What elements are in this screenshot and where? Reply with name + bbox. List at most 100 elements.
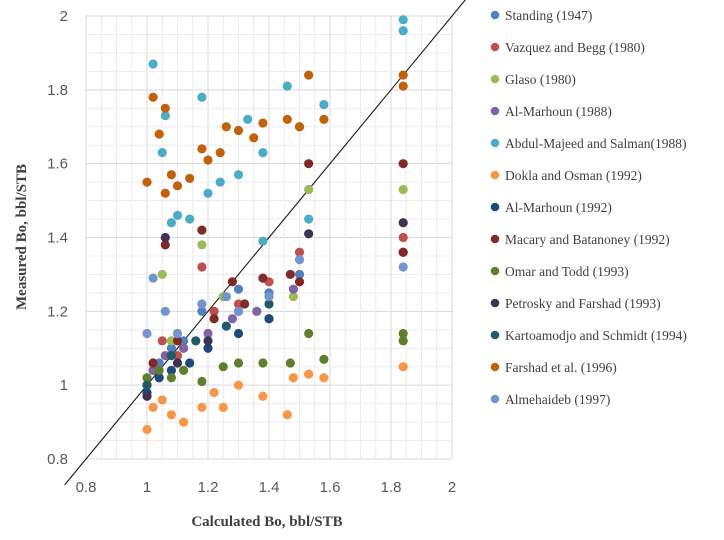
data-point <box>221 321 231 331</box>
data-point <box>304 159 314 169</box>
data-point <box>197 262 207 272</box>
legend-marker <box>490 298 500 308</box>
data-point <box>319 114 329 124</box>
legend-item: Al-Marhoun (1988) <box>490 104 612 119</box>
data-point <box>148 92 158 102</box>
data-point <box>398 184 408 195</box>
data-point <box>160 188 170 198</box>
data-point <box>160 240 170 250</box>
legend-item: Macary and Batanoney (1992) <box>490 232 670 247</box>
x-tick-label: 2 <box>448 479 456 496</box>
data-point <box>160 103 170 113</box>
legend-item: Farshad et al. (1996) <box>490 360 617 375</box>
x-axis-title: Calculated Bo, bbl/STB <box>191 514 342 530</box>
legend-item: Almehaideb (1997) <box>490 392 610 407</box>
data-point <box>258 147 268 158</box>
x-tick-label: 1.6 <box>320 479 341 496</box>
data-point <box>209 306 219 316</box>
legend-item: Dokla and Osman (1992) <box>490 168 642 183</box>
data-point <box>249 133 259 143</box>
data-point <box>218 362 228 372</box>
data-point <box>185 358 195 368</box>
legend-marker <box>490 106 500 116</box>
data-point <box>142 391 152 401</box>
data-point <box>285 358 295 368</box>
data-point <box>148 358 158 368</box>
data-point <box>264 314 274 324</box>
data-point <box>215 177 225 187</box>
data-point <box>288 291 298 302</box>
legend-label: Vazquez and Begg (1980) <box>505 40 645 55</box>
legend-label: Abdul-Majeed and Salman(1988) <box>505 136 686 151</box>
data-point <box>157 269 167 280</box>
legend-item: Vazquez and Begg (1980) <box>490 40 645 55</box>
data-point <box>398 336 408 346</box>
legend-label: Farshad et al. (1996) <box>505 360 617 375</box>
data-point <box>233 284 244 294</box>
data-point <box>294 255 305 265</box>
data-point <box>197 240 207 250</box>
legend-item: Petrosky and Farshad (1993) <box>490 296 661 311</box>
data-point <box>398 70 408 80</box>
data-point <box>258 358 268 368</box>
x-tick-label: 1.2 <box>198 479 219 496</box>
data-point <box>166 343 176 353</box>
legend-label: Macary and Batanoney (1992) <box>505 232 670 247</box>
legend-marker <box>490 202 500 212</box>
data-point <box>252 306 262 316</box>
data-point <box>166 365 176 375</box>
data-point <box>172 336 183 346</box>
tick-labels: 0.8 1 1.2 1.4 1.6 1.8 2 0.8 1 1.2 1.4 1.6 1.8 2 <box>47 8 456 496</box>
data-point <box>166 373 176 383</box>
data-point <box>142 380 152 390</box>
legend-marker <box>490 170 500 180</box>
data-point <box>166 218 176 228</box>
legend-item: Abdul-Majeed and Salman(1988) <box>490 136 686 151</box>
legend-item: Al-Marhoun (1992) <box>490 200 612 215</box>
legend-marker <box>490 74 500 84</box>
data-point <box>233 306 244 316</box>
data-point <box>264 299 274 309</box>
data-point <box>185 173 195 184</box>
legend-marker <box>490 10 500 20</box>
data-point <box>142 373 152 383</box>
y-tick-label: 1.6 <box>47 156 68 173</box>
y-axis-title: Measured Bo, bbl/STB <box>14 164 30 310</box>
data-point <box>179 343 189 353</box>
data-point <box>148 273 158 283</box>
data-point <box>233 380 244 390</box>
data-point <box>285 269 295 280</box>
x-tick-label: 1.4 <box>259 479 280 496</box>
y-tick-label: 0.8 <box>47 451 68 468</box>
data-point <box>203 188 213 198</box>
data-point <box>160 232 170 243</box>
legend-item: Kartoamodjo and Schmidt (1994) <box>490 328 687 343</box>
data-point <box>398 159 408 169</box>
data-point <box>179 365 189 375</box>
data-point <box>319 100 329 110</box>
data-point <box>203 328 213 339</box>
data-point <box>197 306 207 316</box>
legend: Standing (1947) Vazquez and Begg (1980) Gl… <box>490 8 687 407</box>
legend-marker <box>490 42 500 52</box>
legend-marker <box>490 234 500 244</box>
x-tick-label: 0.8 <box>76 479 97 496</box>
data-point <box>282 410 292 420</box>
data-point <box>398 362 408 372</box>
data-point <box>304 184 314 195</box>
legend-item: Standing (1947) <box>490 8 592 23</box>
data-point <box>282 81 292 91</box>
data-point <box>304 214 314 224</box>
data-point <box>258 391 268 401</box>
data-point <box>264 291 274 302</box>
data-point <box>203 336 213 346</box>
data-point <box>304 70 314 80</box>
data-point <box>197 299 207 309</box>
data-point <box>191 336 201 346</box>
data-point <box>148 59 158 69</box>
data-point <box>197 225 207 235</box>
legend-label: Al-Marhoun (1992) <box>505 200 612 215</box>
data-point <box>209 314 219 324</box>
data-point <box>166 170 176 180</box>
data-point <box>398 247 408 257</box>
